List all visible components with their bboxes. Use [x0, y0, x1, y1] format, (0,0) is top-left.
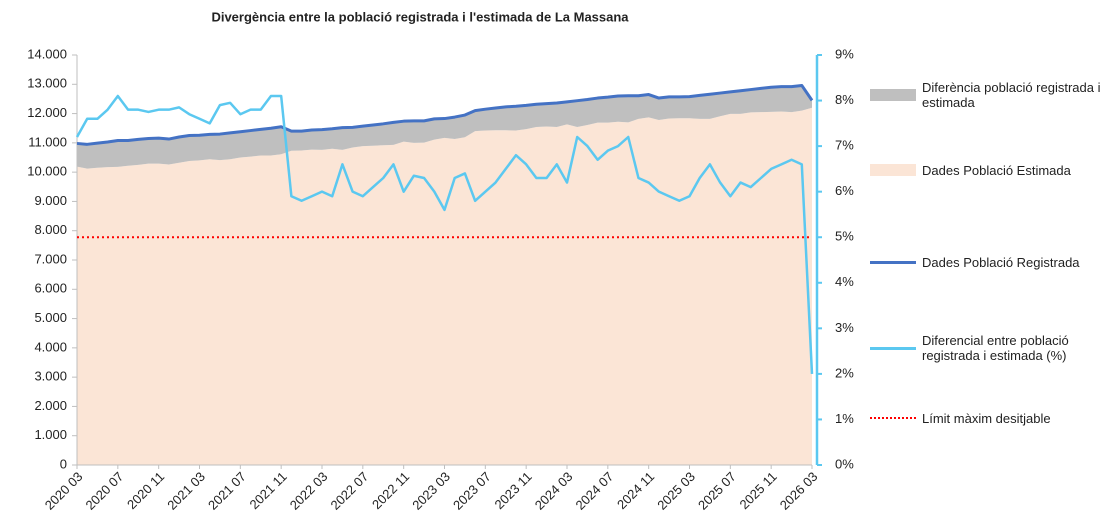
- y-tick-label: 12.000: [27, 105, 67, 120]
- x-tick-label: 2020 11: [124, 469, 167, 512]
- y-tick-label: 1.000: [34, 427, 67, 442]
- y-tick-label: 7.000: [34, 251, 67, 266]
- x-tick-label: 2024 03: [532, 469, 576, 513]
- legend-label: Límit màxim desitjable: [922, 410, 1051, 426]
- x-tick-label: 2023 03: [409, 469, 453, 513]
- x-tick-label: 2020 03: [42, 469, 86, 513]
- y-tick-label: 4.000: [34, 339, 67, 354]
- chart-title: Divergència entre la població registrada…: [211, 9, 629, 24]
- y2-tick-label: 6%: [835, 183, 854, 198]
- legend-item: Dades Població Registrada: [870, 245, 1105, 279]
- y2-tick-label: 0%: [835, 456, 854, 471]
- x-tick-label: 2022 07: [328, 469, 372, 513]
- legend-label: Diferencial entre població registrada i …: [922, 333, 1069, 363]
- y-tick-label: 14.000: [27, 46, 67, 61]
- line: [75, 94, 814, 374]
- y2-tick-label: 7%: [835, 138, 854, 153]
- y2-tick-label: 9%: [835, 46, 854, 61]
- y2-tick-label: 1%: [835, 411, 854, 426]
- x-tick-label: 2023 11: [492, 469, 535, 512]
- x-tick-label: 2021 03: [164, 469, 208, 513]
- legend-item: Diferencial entre població registrada i …: [870, 331, 1105, 365]
- x-tick-label: 2025 03: [654, 469, 698, 513]
- legend-item: Límit màxim desitjable: [870, 401, 1105, 435]
- legend-swatch: [870, 417, 916, 419]
- legend-swatch: [870, 346, 916, 350]
- x-tick-label: 2025 11: [737, 469, 780, 512]
- legend-swatch: [870, 260, 916, 264]
- legend-item: Dades Població Estimada: [870, 153, 1105, 187]
- legend-label: Dades Població Estimada: [922, 162, 1071, 178]
- x-tick-label: 2020 07: [83, 469, 127, 513]
- x-tick-label: 2022 03: [287, 469, 331, 513]
- y-tick-label: 11.000: [28, 134, 67, 149]
- y-tick-label: 10.000: [27, 164, 67, 179]
- x-tick-label: 2022 11: [369, 469, 412, 512]
- y-tick-label: 0: [60, 456, 67, 471]
- area: [77, 85, 812, 169]
- legend-swatch: [870, 164, 916, 176]
- y2-tick-label: 4%: [835, 274, 854, 289]
- legend-label: Diferència població registrada i estimad…: [922, 80, 1101, 110]
- legend-label: Dades Població Registrada: [922, 254, 1080, 270]
- line: [76, 83, 814, 146]
- y-tick-label: 13.000: [27, 76, 67, 91]
- y-tick-label: 3.000: [34, 369, 67, 384]
- y-tick-label: 9.000: [34, 193, 67, 208]
- y2-tick-label: 8%: [835, 92, 854, 107]
- y2-tick-label: 5%: [835, 229, 854, 244]
- y-tick-label: 5.000: [34, 310, 67, 325]
- y-tick-label: 2.000: [34, 398, 67, 413]
- x-tick-label: 2021 07: [205, 469, 249, 513]
- legend: Diferència població registrada i estimad…: [870, 0, 1109, 528]
- x-tick-label: 2026 03: [777, 469, 821, 513]
- area: [77, 107, 812, 465]
- x-tick-label: 2024 11: [614, 469, 657, 512]
- legend-item: Diferència població registrada i estimad…: [870, 78, 1105, 112]
- y-tick-label: 8.000: [34, 222, 67, 237]
- legend-swatch: [870, 89, 916, 101]
- x-tick-label: 2023 07: [450, 469, 494, 513]
- x-tick-label: 2021 11: [247, 469, 290, 512]
- y-tick-label: 6.000: [34, 281, 67, 296]
- y2-tick-label: 2%: [835, 365, 854, 380]
- x-tick-label: 2025 07: [695, 469, 739, 513]
- y2-tick-label: 3%: [835, 320, 854, 335]
- x-tick-label: 2024 07: [573, 469, 617, 513]
